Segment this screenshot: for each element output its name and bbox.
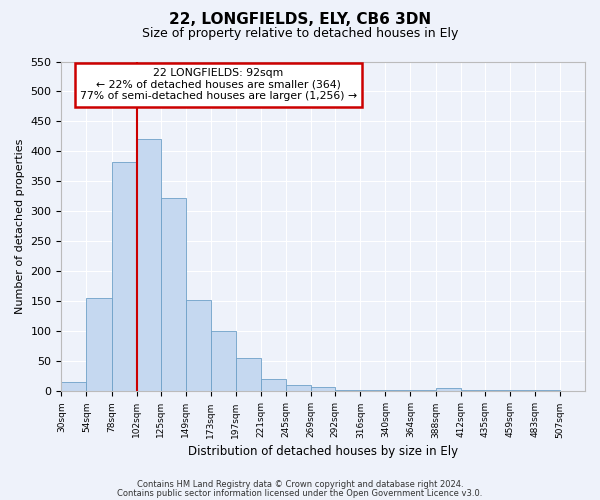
- Bar: [236, 358, 261, 392]
- Bar: [86, 298, 112, 392]
- Y-axis label: Number of detached properties: Number of detached properties: [15, 139, 25, 314]
- Bar: [410, 390, 436, 392]
- X-axis label: Distribution of detached houses by size in Ely: Distribution of detached houses by size …: [188, 444, 458, 458]
- Bar: [311, 388, 335, 392]
- Bar: [461, 390, 485, 392]
- Bar: [261, 380, 286, 392]
- Bar: [161, 198, 186, 392]
- Text: Contains public sector information licensed under the Open Government Licence v3: Contains public sector information licen…: [118, 488, 482, 498]
- Bar: [112, 162, 137, 392]
- Bar: [361, 390, 385, 392]
- Text: 22, LONGFIELDS, ELY, CB6 3DN: 22, LONGFIELDS, ELY, CB6 3DN: [169, 12, 431, 28]
- Bar: [211, 332, 236, 392]
- Text: Contains HM Land Registry data © Crown copyright and database right 2024.: Contains HM Land Registry data © Crown c…: [137, 480, 463, 489]
- Bar: [137, 140, 161, 392]
- Bar: [485, 390, 510, 392]
- Bar: [385, 390, 410, 392]
- Bar: [335, 390, 361, 392]
- Bar: [286, 386, 311, 392]
- Bar: [510, 390, 535, 392]
- Bar: [186, 300, 211, 392]
- Bar: [535, 390, 560, 392]
- Bar: [61, 382, 86, 392]
- Bar: [436, 388, 461, 392]
- Text: Size of property relative to detached houses in Ely: Size of property relative to detached ho…: [142, 28, 458, 40]
- Text: 22 LONGFIELDS: 92sqm
← 22% of detached houses are smaller (364)
77% of semi-deta: 22 LONGFIELDS: 92sqm ← 22% of detached h…: [80, 68, 357, 102]
